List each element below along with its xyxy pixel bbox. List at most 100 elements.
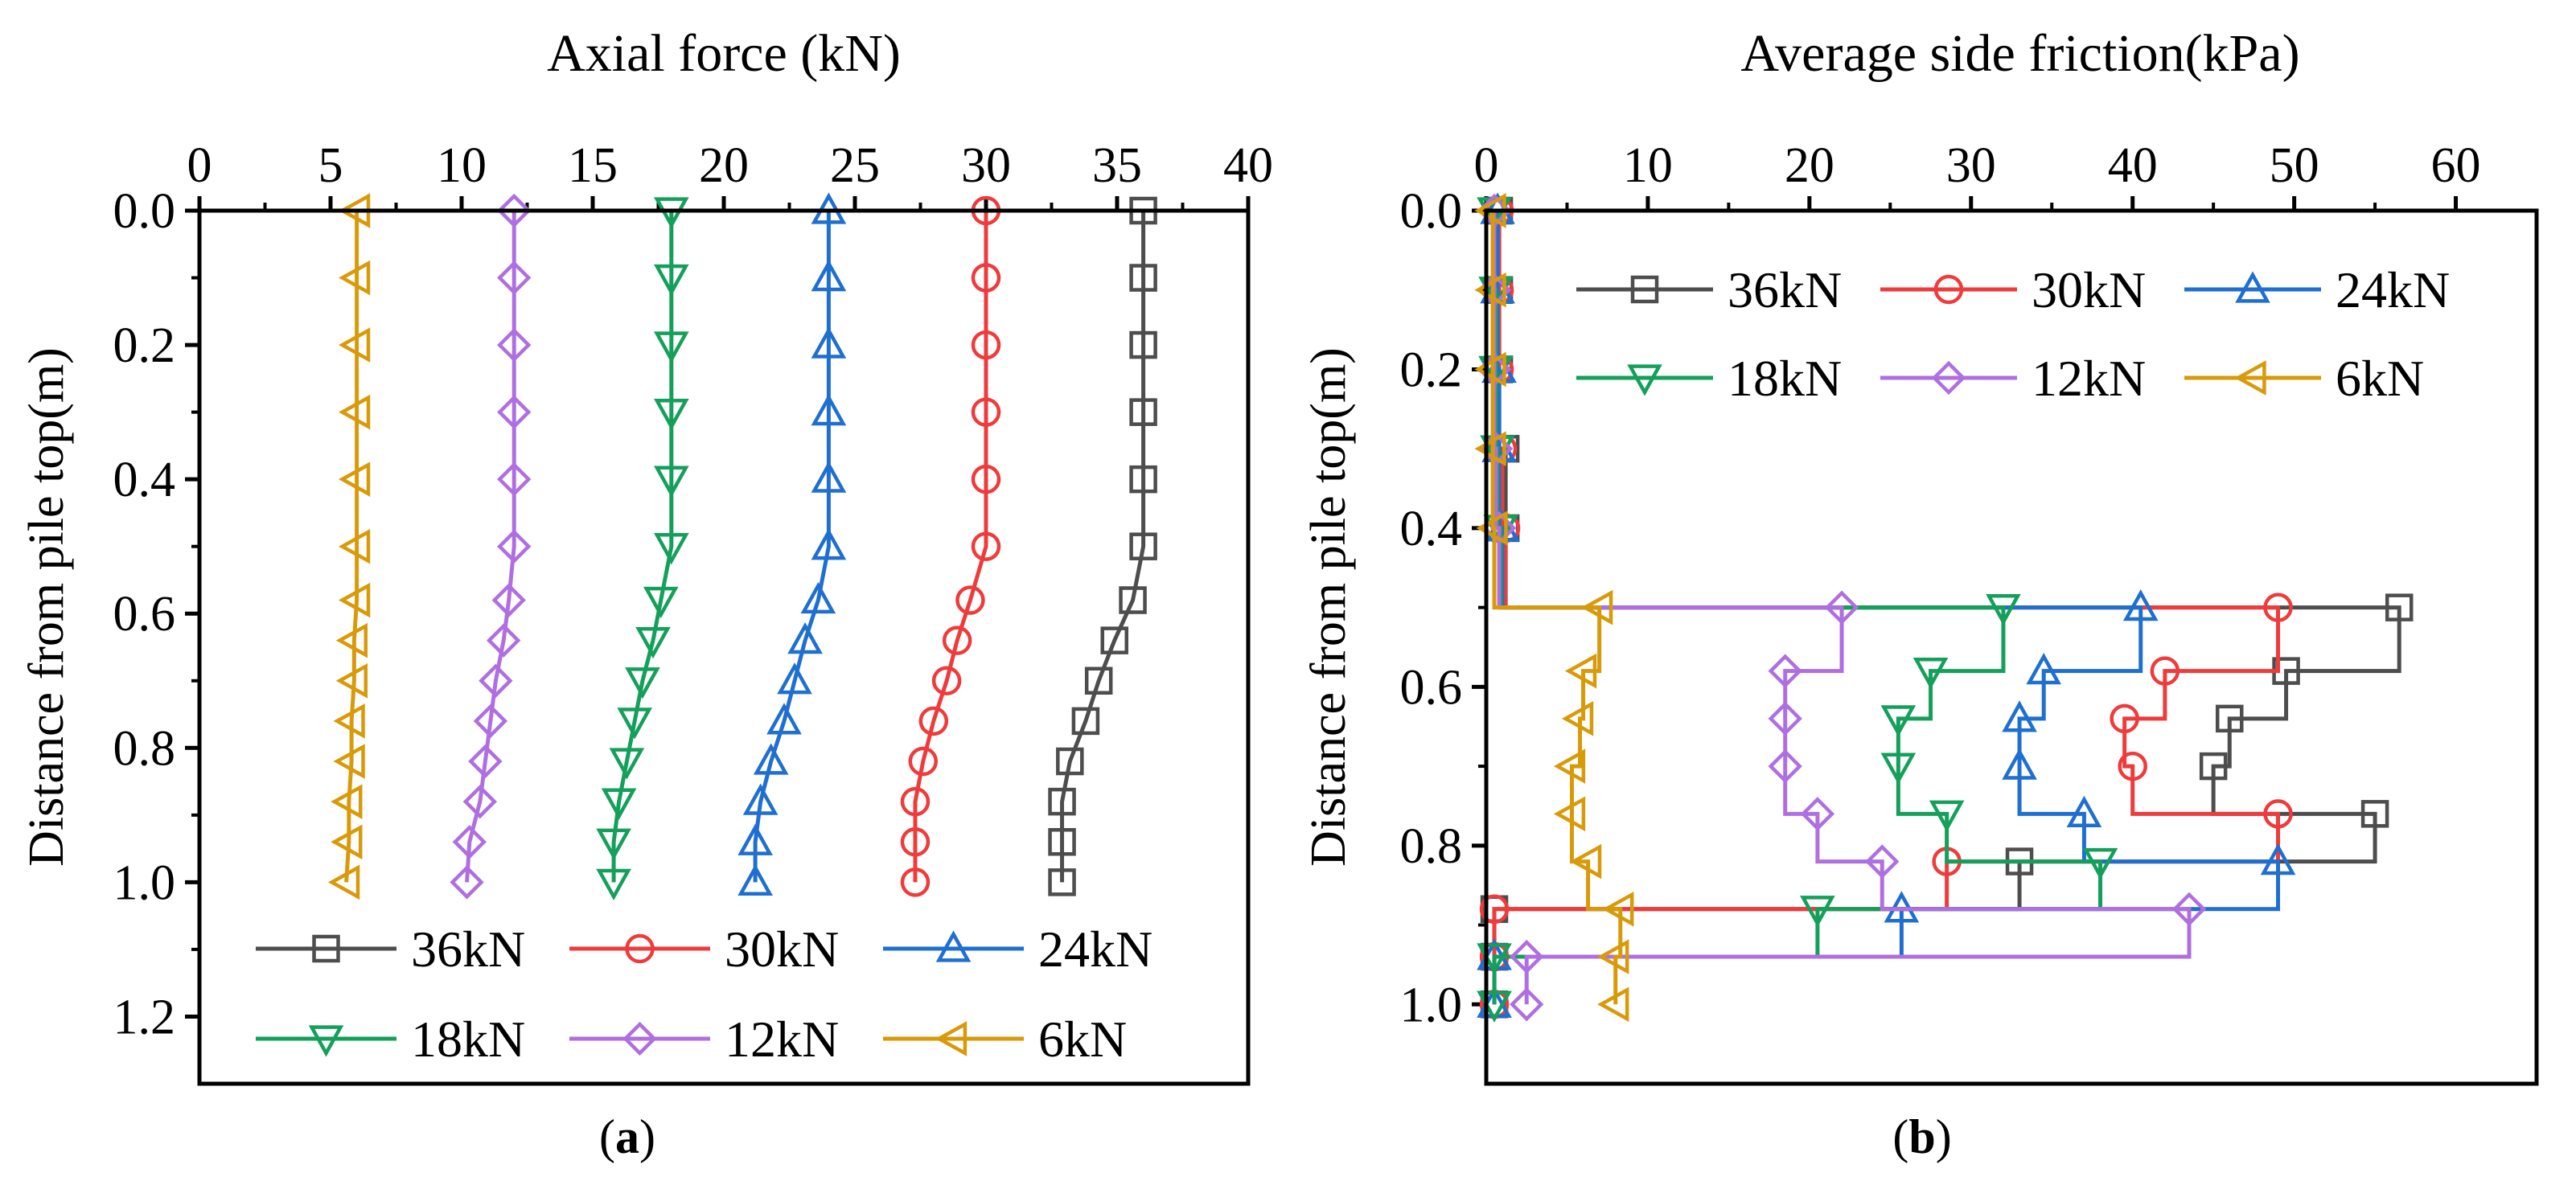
panel-a-point-24kn <box>811 326 847 359</box>
panel-b-point-6kn <box>1597 939 1629 974</box>
panel-b-point-6kn <box>1553 796 1586 832</box>
panel-a-legend-item-30kn: 30kN <box>569 921 839 978</box>
panel-a-y-tick-label: 0.4 <box>113 453 176 507</box>
panel-b-point-30kn <box>2150 656 2180 686</box>
panel-b-point-12kn <box>2171 892 2207 926</box>
panel-b-point-30kn <box>2263 593 2293 622</box>
panel-a-point-18kn <box>625 667 660 699</box>
panel-a-point-12kn <box>497 327 532 363</box>
panel-a-point-18kn <box>653 398 689 431</box>
panel-a-point-6kn <box>333 744 365 779</box>
panel-a-ticks: 0 5 10 15 20 25 30 35 40 0.0 0.2 0.4 0.6 0.8 1.0 1.2 <box>113 138 1274 1044</box>
panel-a-point-6kn <box>331 824 363 860</box>
panel-b-line-12kn <box>1492 211 2192 1005</box>
panel-b-caption: (b) <box>1892 1110 1951 1163</box>
panel-b-point-12kn <box>1768 701 1802 736</box>
panel-a-point-24kn <box>811 528 847 560</box>
panel-b-point-18kn <box>1880 752 1917 785</box>
panel-a-caption: (a) <box>599 1110 655 1163</box>
panel-a-point-24kn <box>800 581 836 614</box>
panel-a-y-tick-label: 0.2 <box>113 318 176 373</box>
panel-b-frame <box>1484 208 2539 1086</box>
panel-a-x-tick-label: 0 <box>187 138 212 193</box>
panel-b-title: Average side friction(kPa) <box>1740 24 2299 83</box>
panel-a-legend-marker <box>935 1021 968 1056</box>
panel-b-legend-marker <box>1627 364 1662 396</box>
panel-a-point-6kn <box>335 662 368 699</box>
panel-a-legend-label: 18kN <box>411 1011 525 1068</box>
panel-a-point-12kn <box>479 663 513 698</box>
panel-b-y-tick-label: 0.2 <box>1400 342 1463 397</box>
panel-b-point-18kn <box>2082 847 2118 880</box>
panel-a-point-24kn <box>777 662 812 695</box>
panel-b-caption-open: ( <box>1892 1110 1908 1163</box>
panel-a-title: Axial force (kN) <box>547 24 901 83</box>
panel-a-point-12kn <box>491 583 526 617</box>
panel-a-point-24kn <box>811 461 847 493</box>
panel-b: Average side friction(kPa) Distance from… <box>1301 24 2539 1163</box>
panel-b-legend-item-6kn: 6kN <box>2184 350 2424 407</box>
panel-a-point-30kn <box>971 464 1001 494</box>
panel-a-point-30kn <box>955 585 985 615</box>
panel-a-legend-item-6kn: 6kN <box>883 1011 1127 1068</box>
panel-a-point-12kn <box>462 784 498 819</box>
panel-a-point-6kn <box>338 582 371 618</box>
panel-a-point-30kn <box>931 666 962 696</box>
panel-a-point-12kn <box>497 260 532 295</box>
panel-a-series-18kn <box>596 197 689 901</box>
panel-b-point-6kn <box>1602 891 1634 927</box>
panel-b-point-12kn <box>1510 939 1544 974</box>
panel-b-y-tick-label: 0.0 <box>1400 184 1463 239</box>
panel-a-point-30kn <box>942 625 972 655</box>
panel-a-ylabel: Distance from pile top(m) <box>19 347 74 867</box>
panel-b-x-tick-label: 0 <box>1474 138 1499 193</box>
panel-b-legend-marker <box>1931 360 1966 396</box>
panel-b-line-6kn <box>1490 211 1623 1005</box>
panel-a-frame <box>197 208 1251 1086</box>
panel-a-x-tick-label: 10 <box>437 138 487 193</box>
panel-a-point-24kn <box>811 393 847 426</box>
panel-a-x-tick-label: 15 <box>568 138 618 193</box>
panel-a-point-24kn <box>753 743 789 775</box>
panel-b-x-tick-label: 40 <box>2108 138 2158 193</box>
panel-a-point-18kn <box>601 788 637 820</box>
panel-a-point-18kn <box>653 331 689 363</box>
panel-a-point-36kn <box>1048 828 1076 856</box>
panel-b-legend-item-12kn: 12kN <box>1880 350 2146 407</box>
panel-b-point-6kn <box>1553 748 1586 784</box>
panel-a-legend-label: 6kN <box>1038 1011 1127 1068</box>
panel-a-point-30kn <box>918 706 949 736</box>
panel-a-caption-open: ( <box>599 1110 615 1163</box>
panel-a-line-24kn <box>753 211 831 883</box>
panel-a-point-36kn <box>1056 747 1084 776</box>
panel-a-point-24kn <box>737 823 773 855</box>
panel-b-legend-label: 24kN <box>2336 261 2450 318</box>
panel-b-point-6kn <box>1581 589 1613 625</box>
panel-a-caption-close: ) <box>639 1110 655 1163</box>
panel-a-legend-item-18kn: 18kN <box>256 1011 525 1068</box>
panel-a-legend-item-12kn: 12kN <box>569 1011 839 1068</box>
panel-b-legend-marker <box>2235 271 2270 303</box>
panel-b-point-6kn <box>1597 986 1629 1023</box>
panel-a-point-36kn <box>1071 707 1100 736</box>
panel-b-legend-item-18kn: 18kN <box>1576 350 1842 407</box>
panel-b-point-18kn <box>1800 896 1835 928</box>
panel-b-point-18kn <box>1880 705 1917 737</box>
panel-a-point-12kn <box>450 865 484 900</box>
panel-a-x-tick-label: 40 <box>1223 138 1273 193</box>
panel-a-point-6kn <box>327 864 360 900</box>
panel-b-legend-item-24kn: 24kN <box>2184 261 2450 318</box>
panel-a-point-18kn <box>596 828 631 860</box>
panel-a-point-36kn <box>1048 787 1076 816</box>
panel-a-y-tick-label: 0.8 <box>113 721 176 776</box>
panel-a-point-18kn <box>609 748 645 780</box>
panel-b-point-6kn <box>1474 272 1506 308</box>
panel-b-x-tick-label: 50 <box>2270 138 2319 193</box>
panel-b-point-12kn <box>1768 748 1802 784</box>
panel-b-point-6kn <box>1476 511 1508 546</box>
panel-a-point-12kn <box>497 461 532 497</box>
panel-a-y-tick-label: 1.2 <box>113 990 176 1044</box>
panel-a-legend-marker <box>622 1021 657 1056</box>
panel-b-point-36kn <box>2199 752 2228 781</box>
panel-a-x-tick-label: 20 <box>699 138 749 193</box>
